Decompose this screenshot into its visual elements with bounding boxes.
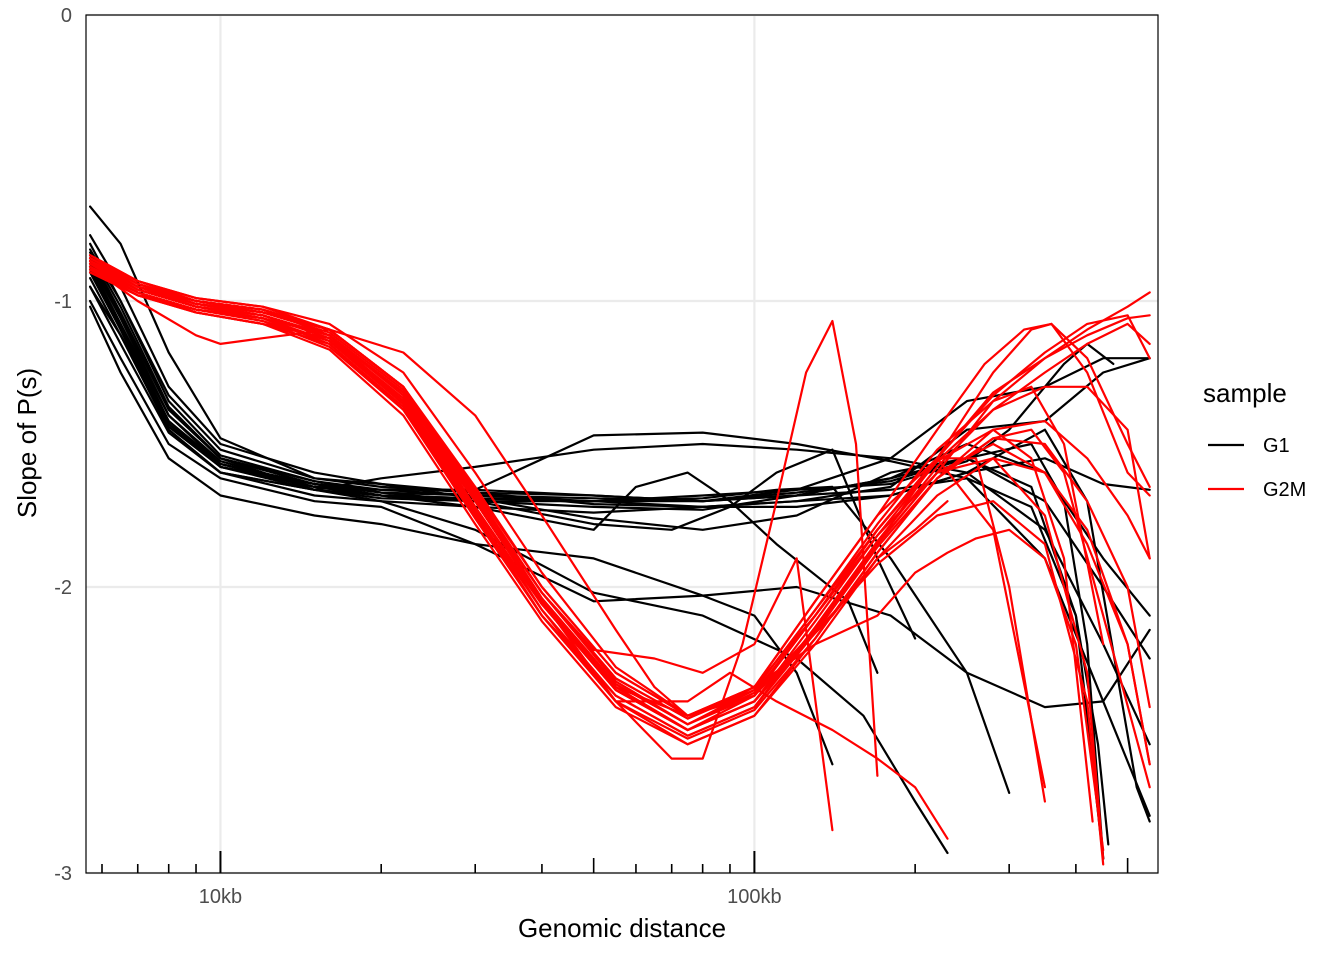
y-tick-label: -3 xyxy=(54,863,72,885)
legend-label-g1: G1 xyxy=(1263,435,1290,457)
series-line-g1 xyxy=(88,285,949,855)
series-line-g1 xyxy=(88,262,1105,860)
series-line-g1 xyxy=(88,277,1115,503)
series-line-g2m xyxy=(88,268,1151,732)
series-line-g1 xyxy=(88,251,1105,860)
legend-label-g2m: G2M xyxy=(1263,479,1306,501)
x-tick-label: 10kb xyxy=(199,886,242,908)
series-line-g2m xyxy=(88,265,949,717)
y-tick-label: 0 xyxy=(61,5,72,27)
x-axis-title: Genomic distance xyxy=(518,913,726,943)
series-line-g1 xyxy=(88,305,834,766)
y-axis-title: Slope of P(s) xyxy=(12,368,42,518)
series-line-g2m xyxy=(88,265,1151,789)
legend: sample G1 G2M xyxy=(1203,378,1306,501)
y-tick-label: -2 xyxy=(54,577,72,599)
plot-panel-border xyxy=(85,14,1159,874)
series-line-g1 xyxy=(88,259,1011,795)
series-line-g2m xyxy=(88,257,1047,789)
x-tick-label: 100kb xyxy=(727,886,782,908)
series-line-g1 xyxy=(88,299,1151,709)
axes: 0 -1 -2 -3 10kb 100kb xyxy=(54,5,1129,908)
y-tick-label: -1 xyxy=(54,291,72,313)
series-line-g2m xyxy=(88,259,834,832)
legend-title: sample xyxy=(1203,378,1287,408)
series-lines xyxy=(88,205,1151,866)
series-line-g1 xyxy=(88,248,917,640)
series-line-g2m xyxy=(88,259,1105,852)
series-line-g2m xyxy=(88,268,949,840)
